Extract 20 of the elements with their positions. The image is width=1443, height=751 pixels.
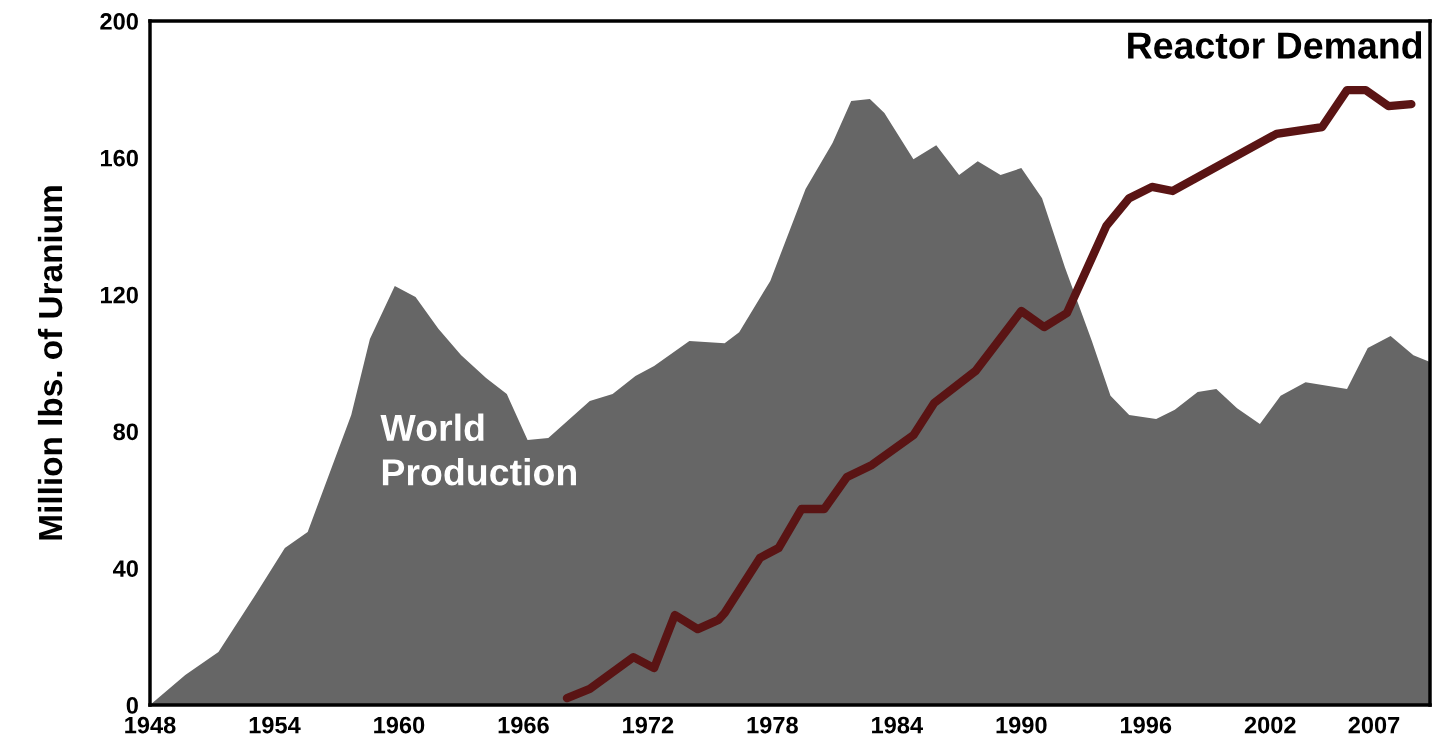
x-tick-label: 1984 [872,716,923,734]
y-tick-label: 120 [100,286,138,304]
x-tick-label: 2002 [1244,716,1296,734]
y-tick-label: 40 [112,560,138,577]
y-tick-label: 200 [100,13,138,30]
x-tick-label: 1978 [747,716,798,734]
series-label: Reactor Demand [1128,31,1422,59]
x-tick-label: 1954 [249,716,301,734]
x-tick-label: 1996 [1121,716,1172,734]
y-tick-label: 0 [126,697,138,714]
x-tick-label: 1960 [374,716,425,734]
x-tick-label: 1966 [498,716,549,734]
y-axis-title: Million lbs. of Uranium [37,186,63,540]
x-tick-label: 2007 [1348,716,1400,734]
series-label: World Production [380,413,576,486]
x-tick-label: 1990 [996,716,1047,734]
x-tick-label: 1948 [125,716,176,734]
y-tick-label: 80 [113,423,138,441]
y-tick-label: 160 [100,149,138,167]
x-tick-label: 1972 [623,716,674,734]
